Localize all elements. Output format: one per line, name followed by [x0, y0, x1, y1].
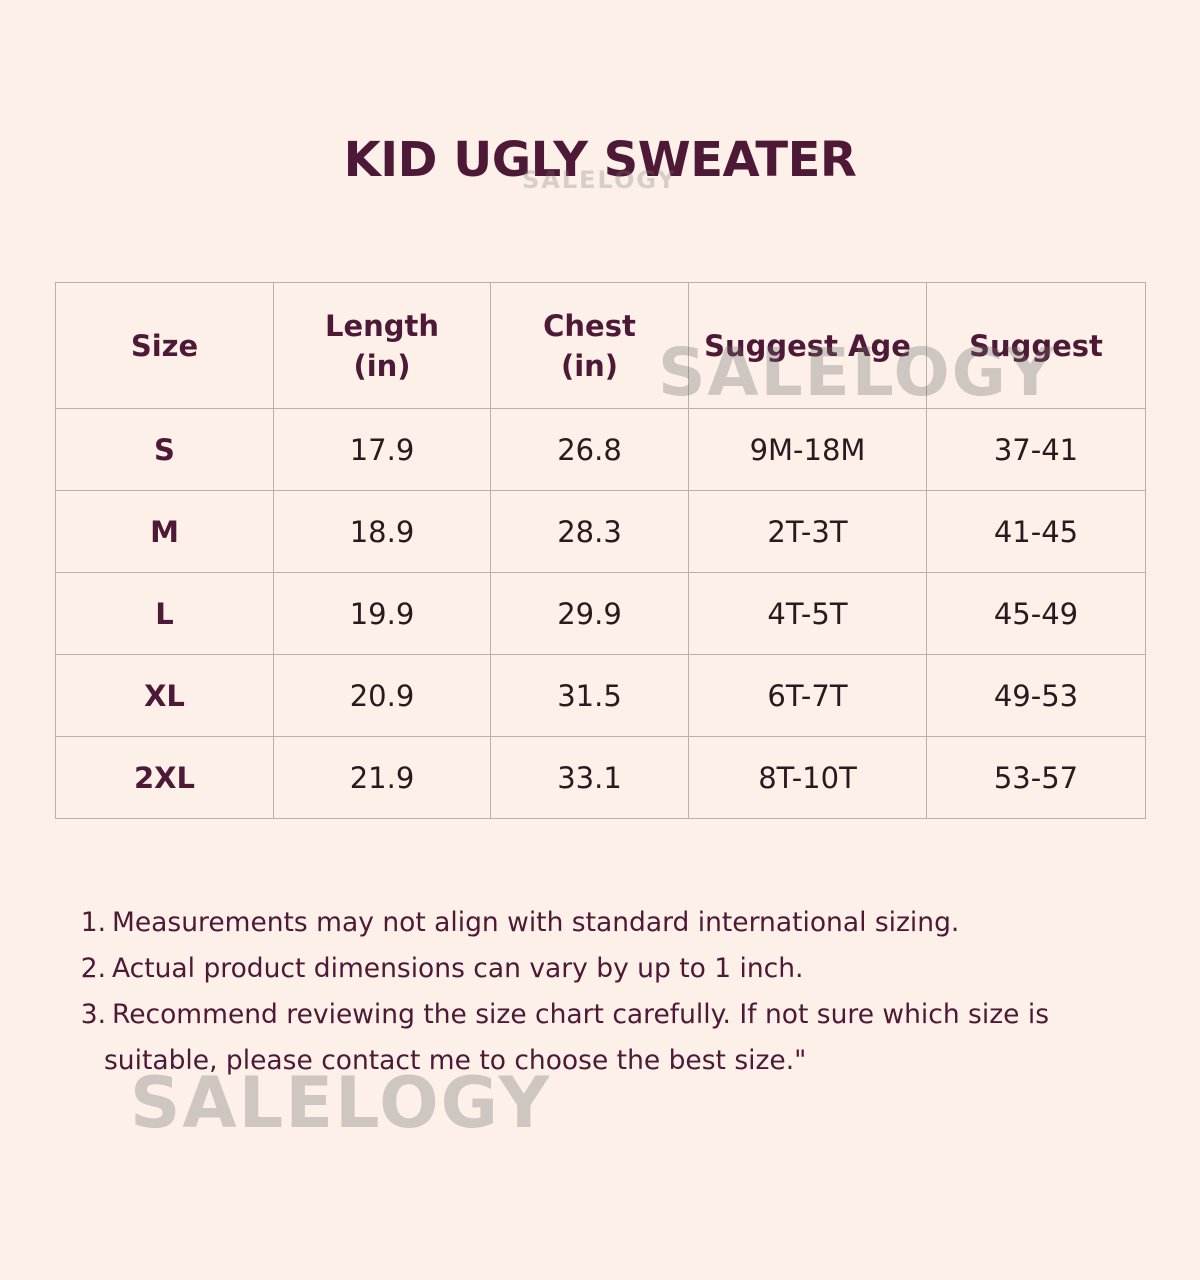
header-chest: Chest (in)	[490, 282, 689, 409]
suggest-cell: 45-49	[926, 572, 1146, 655]
table-row: M 18.9 28.3 2T-3T 41-45	[55, 490, 1146, 573]
age-cell: 4T-5T	[688, 572, 927, 655]
note-number: 2.	[80, 953, 106, 984]
size-cell: 2XL	[55, 736, 274, 819]
age-cell: 8T-10T	[688, 736, 927, 819]
table-row: S 17.9 26.8 9M-18M 37-41	[55, 408, 1146, 491]
note-item: 3. Recommend reviewing the size chart ca…	[78, 992, 1138, 1084]
header-length: Length (in)	[273, 282, 491, 409]
age-cell: 6T-7T	[688, 654, 927, 737]
header-suggest: Suggest	[926, 282, 1146, 409]
header-suggest-age: Suggest Age	[688, 282, 927, 409]
chest-cell: 29.9	[490, 572, 689, 655]
page-title: KID UGLY SWEATER	[343, 132, 857, 188]
size-cell: L	[55, 572, 274, 655]
size-cell: XL	[55, 654, 274, 737]
chest-cell: 31.5	[490, 654, 689, 737]
table-row: L 19.9 29.9 4T-5T 45-49	[55, 572, 1146, 655]
size-chart-table: Size Length (in) Chest (in) Suggest Age …	[55, 282, 1146, 819]
suggest-cell: 49-53	[926, 654, 1146, 737]
length-cell: 20.9	[273, 654, 491, 737]
table-row: 2XL 21.9 33.1 8T-10T 53-57	[55, 736, 1146, 819]
table-row: XL 20.9 31.5 6T-7T 49-53	[55, 654, 1146, 737]
length-cell: 19.9	[273, 572, 491, 655]
note-number: 3.	[80, 999, 106, 1030]
chest-cell: 26.8	[490, 408, 689, 491]
note-item: 1. Measurements may not align with stand…	[78, 900, 1138, 946]
note-text: Recommend reviewing the size chart caref…	[104, 999, 1050, 1076]
size-cell: S	[55, 408, 274, 491]
suggest-cell: 41-45	[926, 490, 1146, 573]
age-cell: 2T-3T	[688, 490, 927, 573]
chest-cell: 28.3	[490, 490, 689, 573]
chest-cell: 33.1	[490, 736, 689, 819]
suggest-cell: 37-41	[926, 408, 1146, 491]
length-cell: 18.9	[273, 490, 491, 573]
note-text: Measurements may not align with standard…	[112, 907, 960, 938]
header-size: Size	[55, 282, 274, 409]
table-header-row: Size Length (in) Chest (in) Suggest Age …	[55, 282, 1146, 409]
age-cell: 9M-18M	[688, 408, 927, 491]
suggest-cell: 53-57	[926, 736, 1146, 819]
note-item: 2. Actual product dimensions can vary by…	[78, 946, 1138, 992]
note-number: 1.	[80, 907, 106, 938]
length-cell: 17.9	[273, 408, 491, 491]
length-cell: 21.9	[273, 736, 491, 819]
size-notes-list: 1. Measurements may not align with stand…	[78, 900, 1138, 1084]
size-cell: M	[55, 490, 274, 573]
note-text: Actual product dimensions can vary by up…	[112, 953, 804, 984]
